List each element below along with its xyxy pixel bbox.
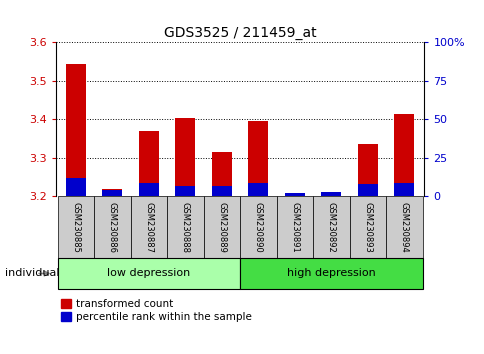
Text: GSM230891: GSM230891 [290,202,299,253]
Bar [167,196,203,258]
Bar [357,144,377,196]
Bar [203,196,240,258]
Text: GSM230888: GSM230888 [181,202,189,253]
Bar [212,152,231,196]
Bar [312,196,349,258]
Bar [320,192,341,196]
Bar [240,258,422,289]
Bar [102,189,122,196]
Text: GSM230886: GSM230886 [107,202,117,253]
Bar [138,183,159,196]
Bar [393,114,413,196]
Bar [284,193,304,196]
Bar [248,121,268,196]
Bar [212,186,231,196]
Bar [66,64,86,196]
Bar [102,190,122,196]
Bar [130,196,167,258]
Bar [320,195,341,196]
Text: GSM230892: GSM230892 [326,202,335,253]
Bar [393,183,413,196]
Bar [58,258,240,289]
Bar [385,196,422,258]
Text: GSM230889: GSM230889 [217,202,226,253]
Bar [175,186,195,196]
Title: GDS3525 / 211459_at: GDS3525 / 211459_at [164,26,316,40]
Text: GSM230887: GSM230887 [144,202,153,253]
Bar [138,131,159,196]
Bar [276,196,312,258]
Bar [349,196,385,258]
Bar [240,196,276,258]
Legend: transformed count, percentile rank within the sample: transformed count, percentile rank withi… [61,299,251,322]
Bar [94,196,130,258]
Bar [175,118,195,196]
Text: GSM230885: GSM230885 [71,202,80,253]
Text: high depression: high depression [287,268,375,279]
Text: GSM230894: GSM230894 [399,202,408,253]
Bar [248,183,268,196]
Text: low depression: low depression [107,268,190,279]
Bar [284,195,304,196]
Bar [66,178,86,196]
Text: individual: individual [5,268,59,279]
Bar [357,184,377,196]
Bar [58,196,94,258]
Text: GSM230893: GSM230893 [363,202,372,253]
Text: GSM230890: GSM230890 [253,202,262,253]
